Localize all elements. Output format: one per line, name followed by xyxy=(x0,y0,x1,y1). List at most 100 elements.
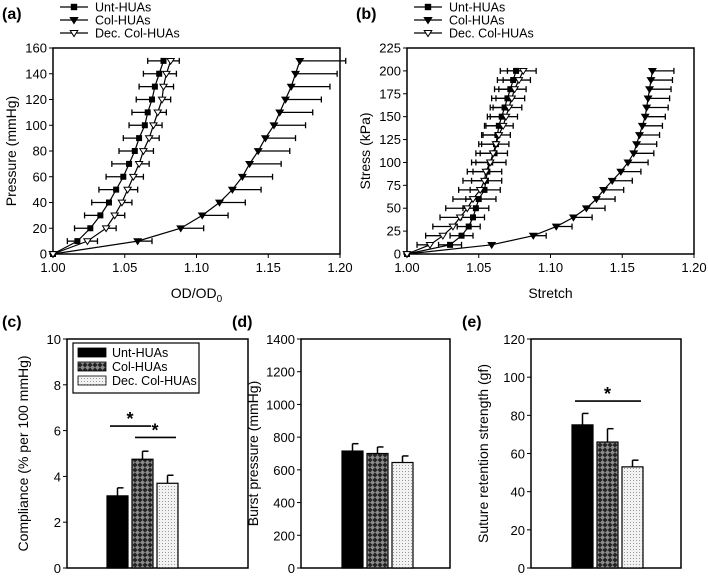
marker-triangle xyxy=(494,132,504,140)
marker-triangle xyxy=(514,77,524,85)
marker-triangle xyxy=(157,96,167,104)
legend-item: Unt-HUAs xyxy=(414,1,505,15)
y-tick-label: 0 xyxy=(288,561,295,575)
y-tick-label: 0 xyxy=(40,247,47,262)
marker-triangle xyxy=(82,238,92,246)
marker-triangle xyxy=(632,141,642,149)
y-axis-label: Suture retention strength (gf) xyxy=(475,364,491,543)
y-axis-label: Pressure (mmHg) xyxy=(3,96,19,206)
y-tick-label: 0 xyxy=(54,561,61,575)
bar-unt-huas xyxy=(341,450,364,569)
marker-square xyxy=(105,199,112,206)
marker-square xyxy=(70,3,78,11)
legend-item: Dec. Col-HUAs xyxy=(60,27,180,41)
marker-square xyxy=(160,57,167,64)
marker-triangle xyxy=(607,177,617,185)
series-line xyxy=(52,60,301,255)
marker-square xyxy=(136,135,143,142)
y-tick-label: 200 xyxy=(273,528,295,543)
marker-triangle xyxy=(488,150,498,158)
marker-triangle xyxy=(291,70,301,78)
marker-triangle xyxy=(475,187,485,195)
marker-triangle xyxy=(518,67,528,76)
bar-dec-col-huas xyxy=(156,482,179,569)
marker-triangle xyxy=(642,104,652,112)
x-tick-label: 1.05 xyxy=(112,260,137,275)
marker-triangle xyxy=(634,132,644,140)
marker-triangle xyxy=(643,95,653,103)
marker-triangle xyxy=(629,150,639,158)
marker-triangle xyxy=(455,214,465,222)
y-tick-label: 80 xyxy=(33,144,47,159)
series-line xyxy=(52,60,172,255)
marker-triangle xyxy=(485,159,495,167)
marker-triangle xyxy=(468,196,478,204)
marker-square xyxy=(97,212,104,219)
marker-triangle xyxy=(491,141,501,149)
marker-triangle xyxy=(214,199,224,207)
y-tick-label: 8 xyxy=(54,378,61,393)
y-tick-label: 80 xyxy=(511,408,525,423)
x-tick-label: 1.15 xyxy=(256,260,281,275)
y-tick-label: 400 xyxy=(273,496,295,511)
marker-triangle xyxy=(423,16,433,25)
line-chart-a: (a) 0 20 40 60 80 100 120 140 160 1.00 1.05 1.10 1.15… xyxy=(2,1,353,306)
legend-label: Col-HUAs xyxy=(112,360,168,374)
x-axis-label: OD/OD0 xyxy=(171,285,223,305)
marker-square xyxy=(126,160,133,167)
y-tick-label: 140 xyxy=(25,66,47,81)
y-tick-label: 200 xyxy=(379,63,401,78)
significance-asterisk: * xyxy=(604,384,611,404)
marker-triangle xyxy=(528,232,538,240)
marker-triangle xyxy=(69,16,79,25)
marker-triangle xyxy=(260,135,270,143)
y-tick-label: 100 xyxy=(379,155,401,170)
x-tick-label: 1.20 xyxy=(681,260,706,275)
y-tick-label: 1200 xyxy=(266,365,295,380)
marker-triangle xyxy=(479,177,489,185)
marker-triangle xyxy=(144,135,154,143)
marker-triangle xyxy=(286,83,296,91)
line-chart-b: (b) 0 25 50 75 100 125 150 175 200 225 1.00 1.05 1.10… xyxy=(356,1,707,302)
y-tick-label: 20 xyxy=(33,221,47,236)
marker-triangle xyxy=(616,168,626,176)
marker-square xyxy=(458,232,465,239)
series-dec-col-huas xyxy=(402,67,528,259)
marker-triangle xyxy=(166,57,176,66)
bar-chart-c: (c) 0 2 4 6 8 10 Compliance (% per 100 mmHg) * * U… xyxy=(2,314,249,576)
y-tick-label: 125 xyxy=(379,132,401,147)
marker-triangle xyxy=(110,212,120,220)
legend-label: Unt-HUAs xyxy=(112,346,168,360)
x-tick-label: 1.00 xyxy=(394,260,419,275)
y-tick-label: 225 xyxy=(379,41,401,56)
y-tick-label: 50 xyxy=(387,201,401,216)
y-tick-label: 6 xyxy=(54,424,61,439)
y-tick-label: 150 xyxy=(379,109,401,124)
y-tick-label: 10 xyxy=(47,332,61,347)
bar-col-huas xyxy=(596,441,619,569)
legend-label: Unt-HUAs xyxy=(449,1,505,15)
x-tick-label: 1.20 xyxy=(327,260,352,275)
legend-swatch xyxy=(77,375,107,386)
marker-triangle xyxy=(623,159,633,167)
marker-triangle xyxy=(581,205,591,213)
marker-triangle xyxy=(507,95,517,103)
significance-asterisk: * xyxy=(126,409,133,429)
marker-triangle xyxy=(645,86,655,94)
legend-swatch xyxy=(77,361,107,372)
x-tick-label: 1.05 xyxy=(466,260,491,275)
marker-triangle xyxy=(134,160,144,169)
x-axis-label: Stretch xyxy=(528,285,572,301)
marker-triangle xyxy=(245,160,255,169)
marker-triangle xyxy=(237,173,247,181)
marker-square xyxy=(151,83,158,90)
marker-square xyxy=(131,148,138,154)
marker-triangle xyxy=(69,29,79,38)
marker-square xyxy=(465,223,472,230)
legend-item: Col-HUAs xyxy=(414,14,505,28)
marker-square xyxy=(120,173,127,180)
y-axis-label: Burst pressure (mmHg) xyxy=(245,381,261,526)
marker-triangle xyxy=(295,57,305,66)
marker-square xyxy=(74,238,81,245)
marker-triangle xyxy=(640,113,650,121)
